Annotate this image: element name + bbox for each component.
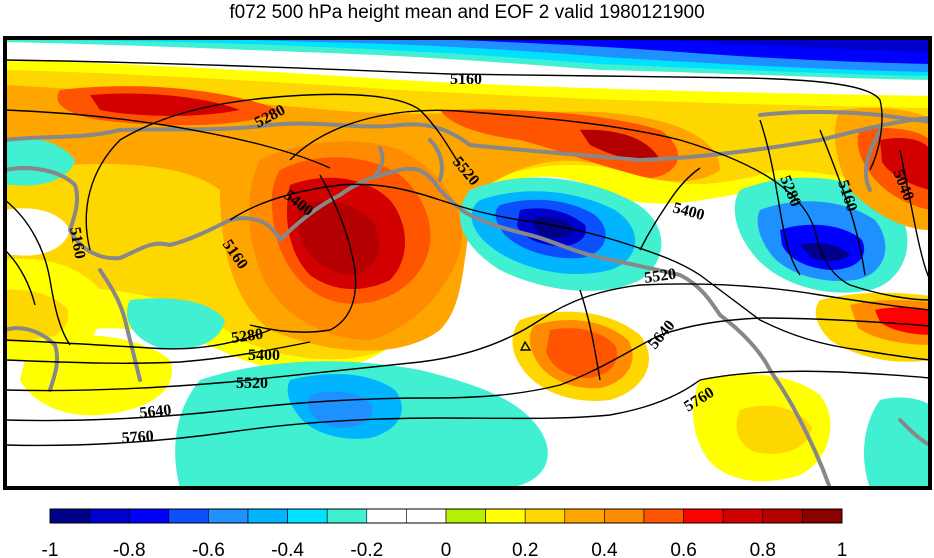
colorbar-box bbox=[89, 508, 130, 524]
colorbar-box bbox=[564, 508, 605, 524]
colorbar-box bbox=[762, 508, 803, 524]
colorbar-box bbox=[287, 508, 328, 524]
colorbar-box bbox=[49, 508, 90, 524]
colorbar-frame bbox=[49, 508, 843, 524]
eof-shading bbox=[5, 38, 930, 488]
colorbar-tick-label: -0.8 bbox=[113, 540, 146, 558]
map-frame bbox=[3, 36, 932, 490]
colorbar-box bbox=[445, 508, 486, 524]
colorbar-box bbox=[366, 508, 407, 524]
colorbar-tick-label: -1 bbox=[42, 540, 59, 558]
colorbar-box bbox=[406, 508, 447, 524]
contour-label: 5520 bbox=[236, 375, 268, 392]
map-title: f072 500 hPa height mean and EOF 2 valid… bbox=[229, 2, 705, 23]
colorbar-box bbox=[247, 508, 288, 524]
colorbar-tick-label: 0 bbox=[441, 540, 452, 558]
height-contours bbox=[5, 59, 930, 447]
colorbar-box bbox=[326, 508, 368, 524]
contour-label: 5160 bbox=[66, 226, 88, 260]
colorbar-box bbox=[683, 508, 724, 524]
colorbar-tick-label: -0.4 bbox=[271, 540, 304, 558]
colorbar-box bbox=[643, 508, 684, 524]
colorbar-tick-label: -0.6 bbox=[192, 540, 225, 558]
colorbar-box bbox=[128, 508, 170, 524]
contour-label: 5640 bbox=[139, 402, 173, 422]
colorbar-tick-label: 0.2 bbox=[512, 540, 538, 558]
contour-label: 5520 bbox=[643, 266, 677, 287]
colorbar-box bbox=[208, 508, 249, 524]
colorbar-box bbox=[722, 508, 764, 524]
colorbar-box bbox=[485, 508, 526, 524]
colorbar-tick-label: -0.2 bbox=[350, 540, 383, 558]
colorbar-tick-label: 0.4 bbox=[591, 540, 618, 558]
contour-label: 5160 bbox=[450, 71, 482, 88]
colorbar-tick-label: 1 bbox=[837, 540, 848, 558]
colorbar-tick-label: 0.8 bbox=[750, 540, 776, 558]
contour-label: 5280 bbox=[230, 326, 264, 347]
colorbar-tick-label: 0.6 bbox=[670, 540, 696, 558]
colorbar-box bbox=[802, 508, 843, 524]
contour-label: 5760 bbox=[121, 428, 154, 447]
colorbar-ticks: -1 -0.8 -0.6 -0.4 -0.2 0 0.2 0.4 0.6 0.8… bbox=[42, 540, 848, 558]
colorbar-box bbox=[604, 508, 645, 524]
colorbar-boxes bbox=[49, 508, 843, 524]
colorbar-box bbox=[524, 508, 566, 524]
coastlines bbox=[5, 109, 930, 488]
contour-label: 5400 bbox=[248, 347, 280, 364]
colorbar-box bbox=[168, 508, 209, 524]
